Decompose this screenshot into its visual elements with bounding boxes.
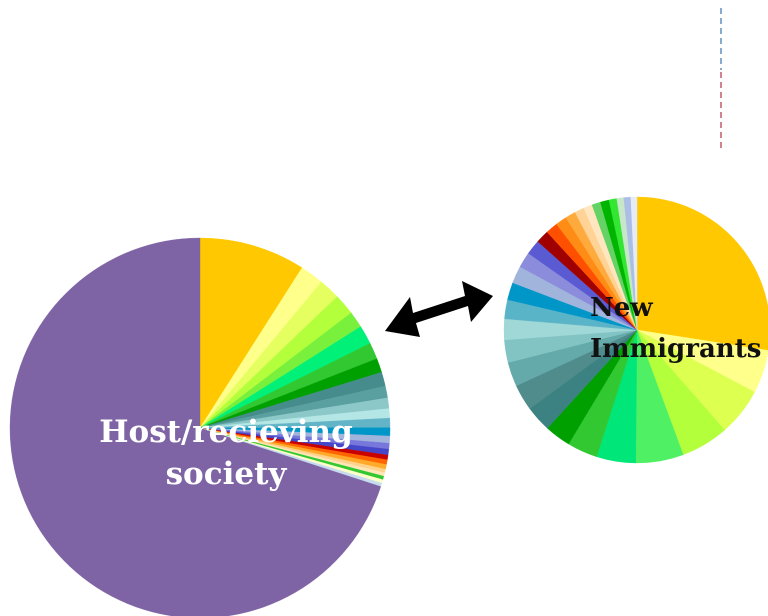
host-label-line2: society <box>166 456 288 492</box>
new-immigrants-pie-slice-30 <box>630 196 638 331</box>
host-label-line1: Host/recieving <box>99 414 353 450</box>
new-immigrants-pie-slice-1 <box>636 196 768 351</box>
new-label-line1: New <box>590 293 653 323</box>
double-arrow-shape <box>385 281 493 337</box>
host-pie-slice-26 <box>9 237 381 616</box>
new-label-line2: Immigrants <box>590 334 761 364</box>
new-immigrants-pie <box>503 196 768 464</box>
host-pie-slice-1 <box>199 237 303 429</box>
host-society-pie <box>9 237 391 616</box>
double-arrow-icon <box>385 281 493 337</box>
